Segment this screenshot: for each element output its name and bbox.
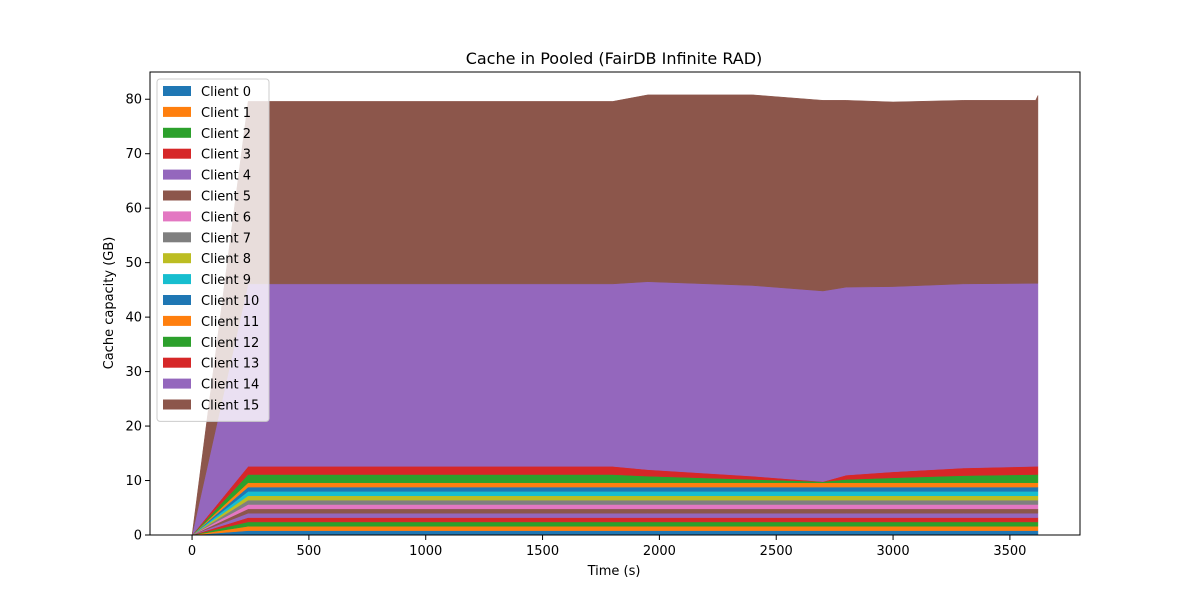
legend-swatch: [163, 127, 191, 138]
legend-label: Client 2: [201, 127, 251, 142]
legend-label: Client 1: [201, 106, 251, 121]
legend-swatch: [163, 336, 191, 347]
area-layers: [191, 94, 1039, 536]
legend-label: Client 8: [201, 252, 251, 267]
legend: Client 0 Client 1 Client 2 Client 3 Client 4…: [156, 78, 270, 422]
legend-box: [156, 78, 270, 422]
legend-swatch: [163, 378, 191, 389]
x-tick-label: 500: [296, 544, 321, 559]
x-tick-label: 2000: [643, 544, 676, 559]
legend-label: Client 4: [201, 169, 251, 184]
x-tick-label: 2500: [760, 544, 793, 559]
legend-swatch: [163, 86, 191, 96]
area-client-0: [192, 530, 1039, 536]
x-axis-label: Time (s): [587, 564, 641, 579]
legend-swatch: [163, 274, 191, 285]
legend-swatch: [163, 190, 191, 201]
legend-label: Client 15: [201, 399, 259, 414]
legend-label: Client 9: [201, 273, 251, 288]
area-client-15: [191, 94, 1039, 536]
legend-label: Client 3: [201, 148, 251, 163]
y-axis-ticks: 0 10 20 30 40 50 60 70 80: [125, 93, 150, 544]
y-tick-label: 80: [125, 93, 142, 108]
legend-swatch: [163, 232, 191, 243]
x-tick-label: 1000: [409, 544, 442, 559]
y-tick-label: 50: [125, 256, 142, 271]
legend-swatch: [163, 399, 191, 410]
legend-label: Client 7: [201, 231, 251, 246]
y-tick-label: 0: [134, 529, 142, 544]
legend-swatch: [163, 253, 191, 264]
x-tick-label: 0: [188, 544, 196, 559]
plot-frame: [149, 71, 1081, 536]
legend-swatch: [163, 295, 191, 305]
legend-label: Client 6: [201, 210, 251, 225]
chart-title: Cache in Pooled (FairDB Infinite RAD): [466, 49, 763, 68]
y-axis-label: Cache capacity (GB): [102, 237, 117, 370]
legend-label: Client 13: [201, 357, 259, 372]
x-axis-ticks: 0 500 1000 1500 2000 2500 3000 3500: [188, 535, 1026, 559]
x-tick-label: 1500: [526, 544, 559, 559]
y-tick-label: 10: [125, 474, 142, 489]
legend-label: Client 12: [201, 336, 259, 351]
legend-label: Client 11: [201, 315, 259, 330]
y-tick-label: 30: [125, 365, 142, 380]
x-tick-label: 3500: [993, 544, 1026, 559]
legend-swatch: [163, 169, 191, 180]
legend-swatch: [163, 315, 191, 326]
y-tick-label: 60: [125, 202, 142, 217]
legend-swatch: [163, 106, 191, 117]
x-tick-label: 3000: [877, 544, 910, 559]
legend-label: Client 14: [201, 378, 259, 393]
legend-label: Client 10: [201, 294, 259, 309]
legend-swatch: [163, 211, 191, 222]
y-tick-label: 70: [125, 147, 142, 162]
y-tick-label: 40: [125, 311, 142, 326]
legend-label: Client 5: [201, 190, 251, 205]
legend-label: Client 0: [201, 85, 251, 100]
legend-swatch: [163, 357, 191, 368]
y-tick-label: 20: [125, 420, 142, 435]
legend-swatch: [163, 148, 191, 159]
